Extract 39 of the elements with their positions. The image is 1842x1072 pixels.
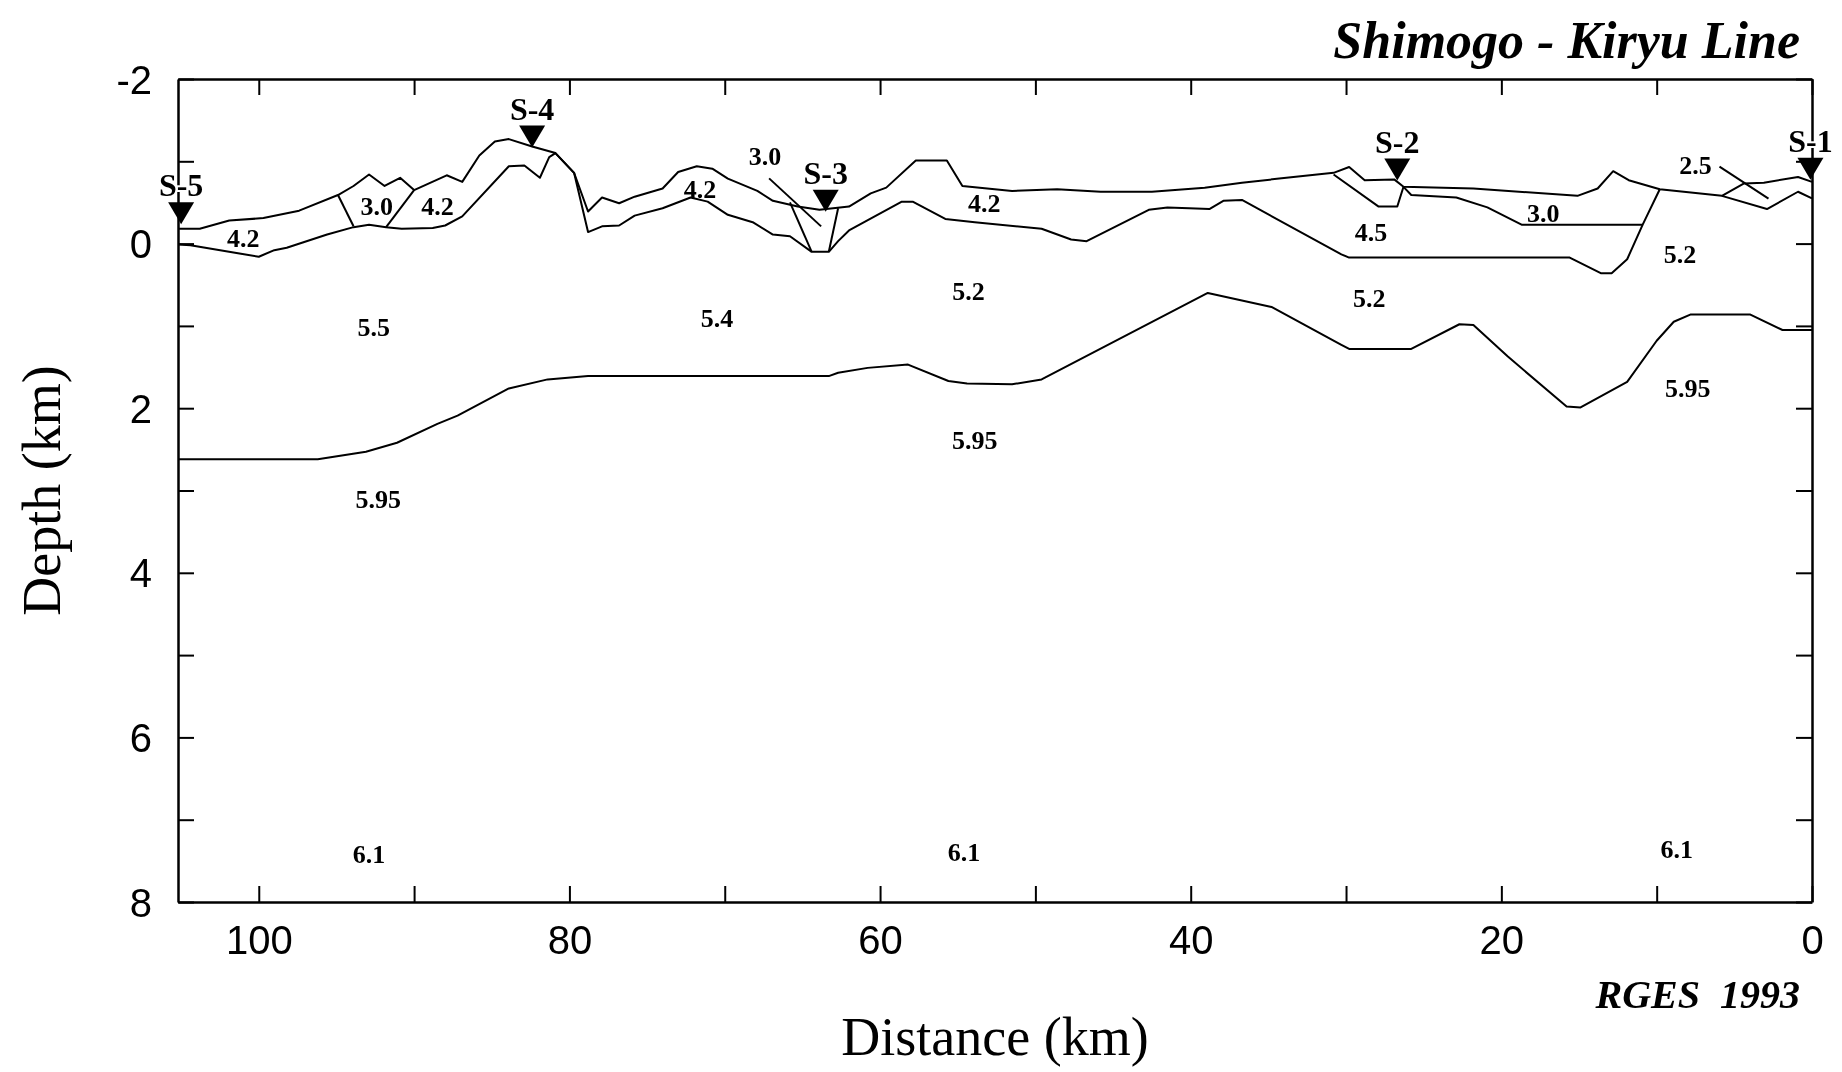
x-tick-label: 40 — [1168, 918, 1214, 963]
text: RGES 1993 — [1594, 972, 1800, 1017]
annotation: 5.95 — [1664, 373, 1711, 403]
annotation: 2.5 — [1679, 150, 1712, 180]
annotation: 3.0 — [748, 142, 782, 172]
annotation: 4.2 — [421, 191, 454, 221]
x-tick-label: 20 — [1479, 918, 1525, 963]
chart-title: Shimogo - Kiryu Line — [1333, 12, 1800, 69]
annotation: 5.95 — [355, 484, 402, 514]
annotation: 4.2 — [967, 189, 1001, 219]
y-tick-label: 4 — [129, 551, 152, 596]
y-tick-label: -2 — [116, 57, 152, 102]
y-tick-label: 6 — [129, 715, 152, 760]
x-tick-label: 0 — [1801, 918, 1824, 963]
legend-label: S-2 — [1375, 123, 1420, 160]
annotation: 3.0 — [1527, 199, 1560, 229]
annotation: 5.2 — [952, 277, 985, 307]
annotation: 5.4 — [700, 303, 734, 333]
legend-label: S-4 — [509, 90, 555, 127]
annotation: 4.2 — [683, 174, 717, 204]
annotation: 5.95 — [952, 425, 998, 455]
annotation: 3.0 — [360, 191, 394, 221]
y-tick-label: 2 — [129, 386, 152, 431]
y-tick-label: 0 — [129, 222, 152, 267]
y-tick-label: 8 — [129, 880, 152, 925]
annotation: 4.2 — [226, 223, 260, 253]
annotation: 4.5 — [1354, 218, 1388, 248]
x-tick-label: 60 — [858, 918, 903, 963]
annotation: 6.1 — [352, 840, 386, 870]
annotation: 6.1 — [947, 837, 981, 867]
annotation: 5.2 — [1353, 284, 1386, 314]
x-tick-label: 100 — [225, 918, 293, 963]
annotation: 6.1 — [1660, 835, 1694, 865]
annotation: 5.2 — [1663, 240, 1697, 270]
annotation: 5.5 — [357, 312, 390, 342]
x-axis-title: Distance (km) — [841, 1007, 1149, 1067]
x-tick-label: 80 — [547, 918, 593, 963]
series-label: S-3 — [803, 154, 848, 191]
y-axis-title: Depth (km) — [12, 365, 72, 616]
